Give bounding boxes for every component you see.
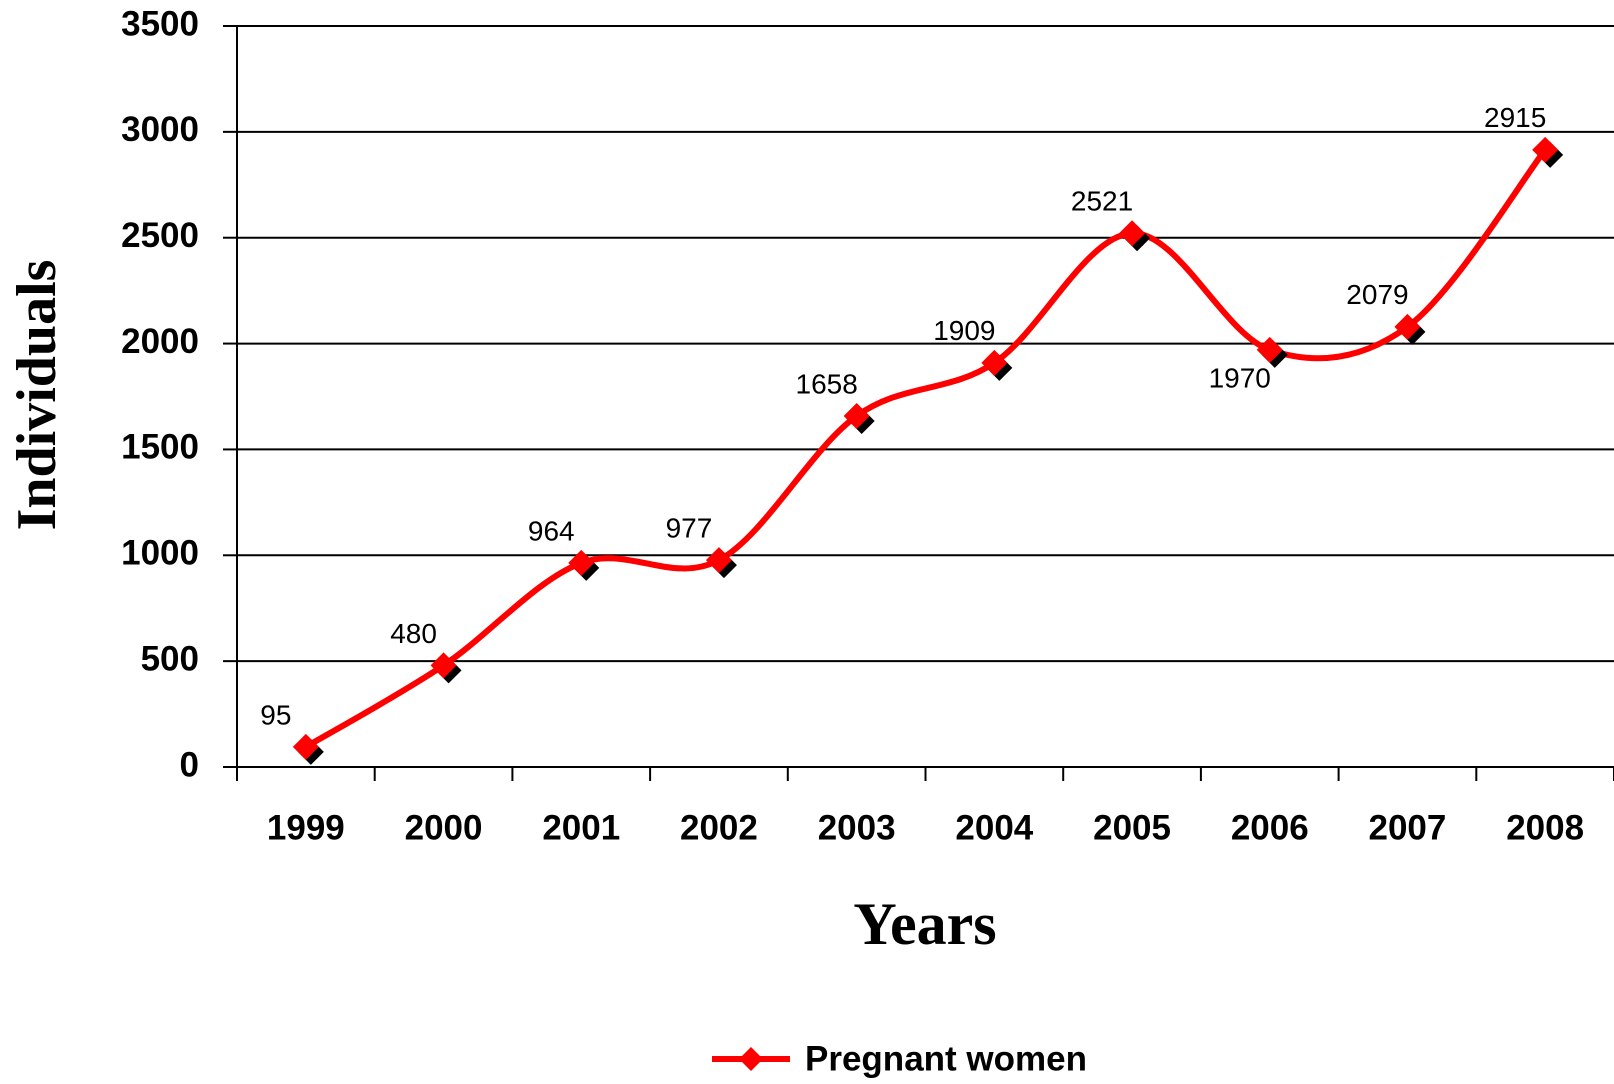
x-tick-label: 1999 (267, 808, 345, 847)
y-axis-title: Individuals (6, 260, 68, 531)
marker (843, 402, 870, 429)
x-axis-title: Years (853, 891, 996, 957)
y-tick-label: 1000 (121, 534, 199, 573)
marker (1256, 336, 1283, 363)
y-tick-label: 0 (180, 745, 199, 784)
data-label: 1658 (796, 368, 858, 399)
data-label: 95 (260, 699, 291, 730)
data-label: 964 (528, 515, 575, 546)
marker (705, 547, 732, 574)
y-tick-label: 2500 (121, 216, 199, 255)
y-tick-label: 1500 (121, 428, 199, 467)
data-label: 2915 (1484, 102, 1546, 133)
x-tick-label: 2007 (1369, 808, 1447, 847)
marker (1119, 220, 1146, 247)
series-line (304, 148, 1548, 750)
marker (430, 652, 457, 679)
x-tick-label: 2006 (1231, 808, 1309, 847)
data-label: 1970 (1209, 362, 1271, 393)
x-tick-label: 2004 (955, 808, 1033, 847)
y-tick-label: 3500 (121, 4, 199, 43)
data-label: 2079 (1346, 279, 1408, 310)
marker (1532, 136, 1559, 163)
y-tick-label: 500 (141, 639, 199, 678)
data-label: 977 (666, 513, 713, 544)
legend-label: Pregnant women (805, 1039, 1087, 1078)
x-tick-label: 2001 (542, 808, 620, 847)
x-tick-label: 2000 (405, 808, 483, 847)
y-tick-label: 2000 (121, 322, 199, 361)
x-tick-label: 2003 (818, 808, 896, 847)
x-tick-label: 2008 (1506, 808, 1584, 847)
x-tick-label: 2002 (680, 808, 758, 847)
y-tick-label: 3000 (121, 110, 199, 149)
marker (292, 733, 319, 760)
legend-marker (739, 1047, 763, 1071)
x-tick-label: 2005 (1093, 808, 1171, 847)
marker (568, 549, 595, 576)
marker (1394, 313, 1421, 340)
marker (981, 349, 1008, 376)
data-label: 1909 (933, 315, 995, 346)
data-label: 2521 (1071, 186, 1133, 217)
data-label: 480 (390, 618, 437, 649)
